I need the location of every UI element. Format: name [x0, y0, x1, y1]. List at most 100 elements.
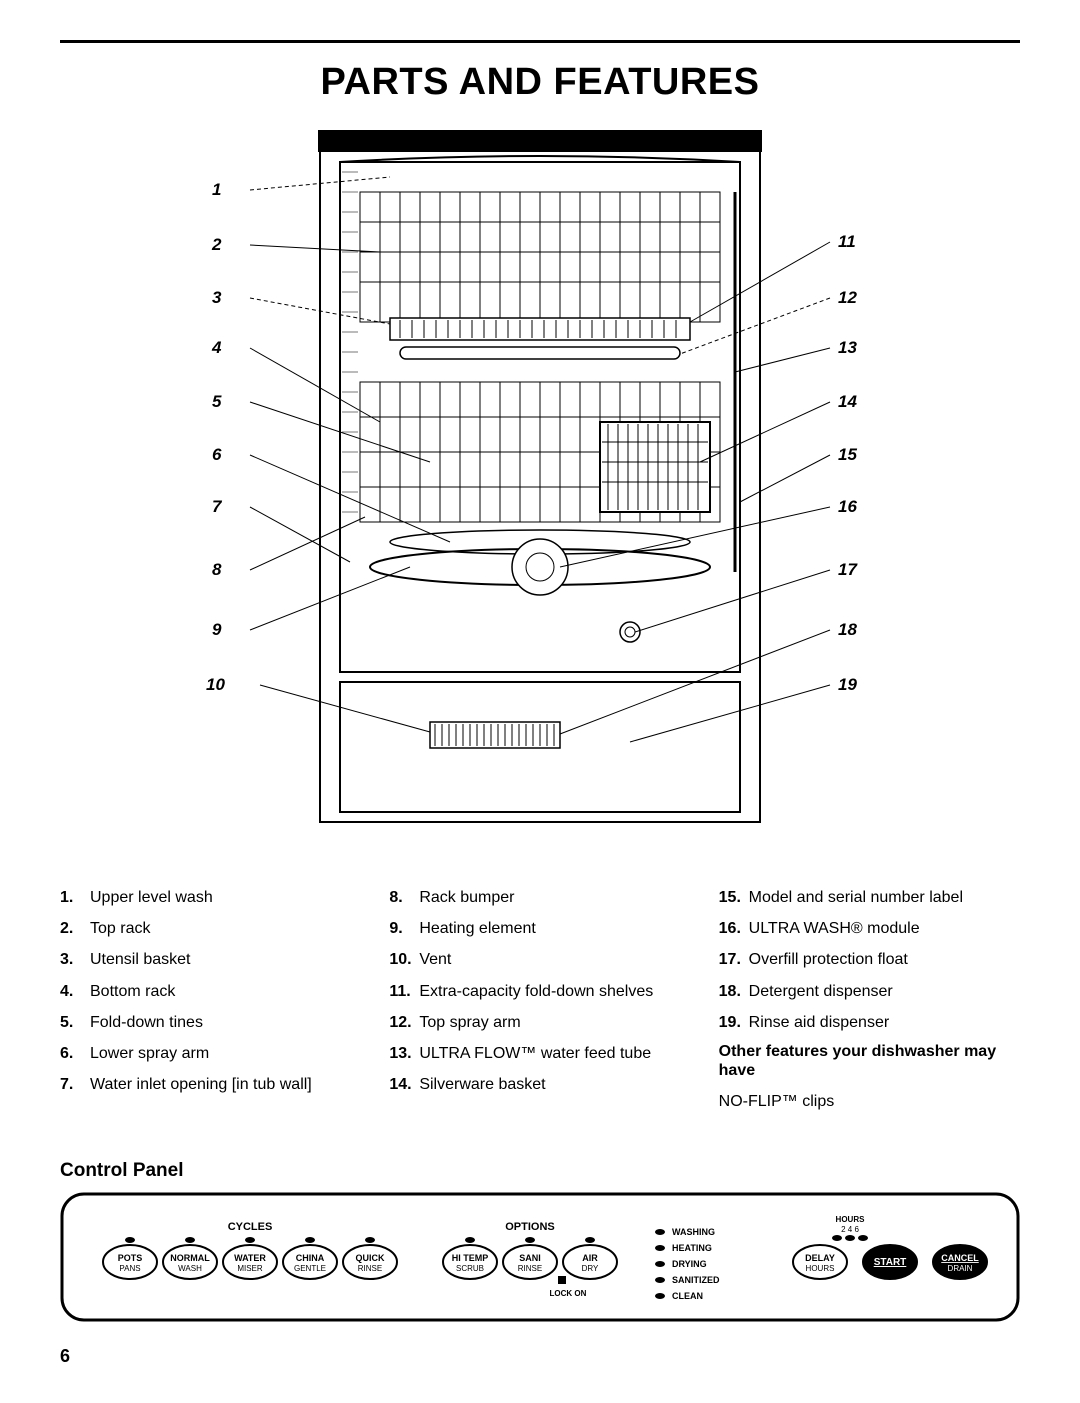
callout-6: 6 [212, 445, 221, 465]
svg-text:DRY: DRY [582, 1264, 599, 1273]
lock-on-label: LOCK ON [550, 1289, 587, 1298]
legend-num: 2. [60, 913, 90, 944]
legend-num: 19. [719, 1007, 749, 1038]
svg-text:PANS: PANS [119, 1264, 140, 1273]
legend-text: Top spray arm [419, 1007, 520, 1038]
callout-7: 7 [212, 497, 221, 517]
legend-text: Water inlet opening [in tub wall] [90, 1069, 312, 1100]
callout-17: 17 [838, 560, 857, 580]
svg-text:HI TEMP: HI TEMP [452, 1253, 489, 1263]
legend-text: Extra-capacity fold-down shelves [419, 976, 653, 1007]
legend-text: ULTRA WASH® module [749, 913, 920, 944]
svg-text:WASHING: WASHING [672, 1227, 715, 1237]
svg-text:CANCEL: CANCEL [941, 1253, 979, 1263]
callout-15: 15 [838, 445, 857, 465]
legend-col-3: 15.Model and serial number label 16.ULTR… [719, 882, 1020, 1118]
legend-num: 6. [60, 1038, 90, 1069]
top-rule [60, 40, 1020, 43]
legend-num: 14. [389, 1069, 419, 1100]
legend-text: Lower spray arm [90, 1038, 209, 1069]
callout-1: 1 [212, 180, 221, 200]
page-title: PARTS AND FEATURES [60, 61, 1020, 104]
svg-text:POTS: POTS [118, 1253, 143, 1263]
callout-3: 3 [212, 288, 221, 308]
callout-9: 9 [212, 620, 221, 640]
callout-2: 2 [212, 235, 221, 255]
legend-text: Heating element [419, 913, 536, 944]
legend-num: 10. [389, 944, 419, 975]
legend-col-1: 1.Upper level wash 2.Top rack 3.Utensil … [60, 882, 361, 1118]
legend-num: 4. [60, 976, 90, 1007]
svg-text:START: START [874, 1257, 907, 1268]
svg-text:DELAY: DELAY [805, 1253, 835, 1263]
svg-text:RINSE: RINSE [358, 1264, 382, 1273]
legend-num: 17. [719, 944, 749, 975]
legend-num: 16. [719, 913, 749, 944]
svg-text:CHINA: CHINA [296, 1253, 325, 1263]
callout-14: 14 [838, 392, 857, 412]
legend-num: 12. [389, 1007, 419, 1038]
legend-num: 1. [60, 882, 90, 913]
legend-text: Top rack [90, 913, 150, 944]
svg-text:AIR: AIR [582, 1253, 598, 1263]
options-label: OPTIONS [505, 1221, 555, 1233]
svg-text:NORMAL: NORMAL [170, 1253, 210, 1263]
page-number: 6 [60, 1346, 70, 1367]
legend-text: Vent [419, 944, 451, 975]
legend-num: 7. [60, 1069, 90, 1100]
svg-text:DRYING: DRYING [672, 1259, 707, 1269]
legend-text: Model and serial number label [749, 882, 963, 913]
legend-text: Utensil basket [90, 944, 191, 975]
callout-4: 4 [212, 338, 221, 358]
callout-16: 16 [838, 497, 857, 517]
legend-text: Rinse aid dispenser [749, 1007, 890, 1038]
callout-10: 10 [206, 675, 225, 695]
svg-text:CLEAN: CLEAN [672, 1291, 703, 1301]
legend-text: Upper level wash [90, 882, 213, 913]
svg-text:WATER: WATER [234, 1253, 266, 1263]
callout-19: 19 [838, 675, 857, 695]
legend-text: Bottom rack [90, 976, 175, 1007]
hours-marks: 2 4 6 [841, 1225, 859, 1234]
legend-num: 18. [719, 976, 749, 1007]
svg-text:DRAIN: DRAIN [948, 1264, 973, 1273]
svg-text:RINSE: RINSE [518, 1264, 542, 1273]
legend-col-2: 8.Rack bumper 9.Heating element 10.Vent … [389, 882, 690, 1118]
callout-18: 18 [838, 620, 857, 640]
legend-num: 8. [389, 882, 419, 913]
control-panel-diagram: CYCLES POTSPANS NORMALWASH WATERMISER CHINA… [60, 1192, 1020, 1332]
legend-text: Overfill protection float [749, 944, 908, 975]
legend-text: Silverware basket [419, 1069, 545, 1100]
parts-legend: 1.Upper level wash 2.Top rack 3.Utensil … [60, 882, 1020, 1118]
svg-text:GENTLE: GENTLE [294, 1264, 326, 1273]
callout-5: 5 [212, 392, 221, 412]
svg-text:SANITIZED: SANITIZED [672, 1275, 720, 1285]
svg-text:MISER: MISER [237, 1264, 263, 1273]
legend-num: 3. [60, 944, 90, 975]
other-features-body: NO-FLIP™ clips [719, 1086, 1020, 1117]
svg-text:QUICK: QUICK [356, 1253, 386, 1263]
svg-text:WASH: WASH [178, 1264, 202, 1273]
legend-num: 9. [389, 913, 419, 944]
svg-text:SANI: SANI [519, 1253, 541, 1263]
legend-text: ULTRA FLOW™ water feed tube [419, 1038, 651, 1069]
legend-num: 11. [389, 976, 419, 1007]
svg-text:SCRUB: SCRUB [456, 1264, 484, 1273]
legend-text: Rack bumper [419, 882, 514, 913]
legend-num: 5. [60, 1007, 90, 1038]
legend-num: 13. [389, 1038, 419, 1069]
callout-12: 12 [838, 288, 857, 308]
legend-text: Detergent dispenser [749, 976, 893, 1007]
callout-11: 11 [838, 232, 856, 252]
legend-text: Fold-down tines [90, 1007, 203, 1038]
legend-num: 15. [719, 882, 749, 913]
control-panel-heading: Control Panel [60, 1160, 1020, 1182]
svg-text:HOURS: HOURS [806, 1264, 835, 1273]
parts-diagram: 1 2 3 4 5 6 7 8 9 10 11 12 13 14 15 16 1… [230, 122, 850, 842]
callout-13: 13 [838, 338, 857, 358]
other-features-heading: Other features your dishwasher may have [719, 1042, 1020, 1080]
callout-8: 8 [212, 560, 221, 580]
svg-text:HEATING: HEATING [672, 1243, 712, 1253]
hours-label: HOURS [836, 1215, 866, 1224]
cycles-label: CYCLES [228, 1221, 273, 1233]
